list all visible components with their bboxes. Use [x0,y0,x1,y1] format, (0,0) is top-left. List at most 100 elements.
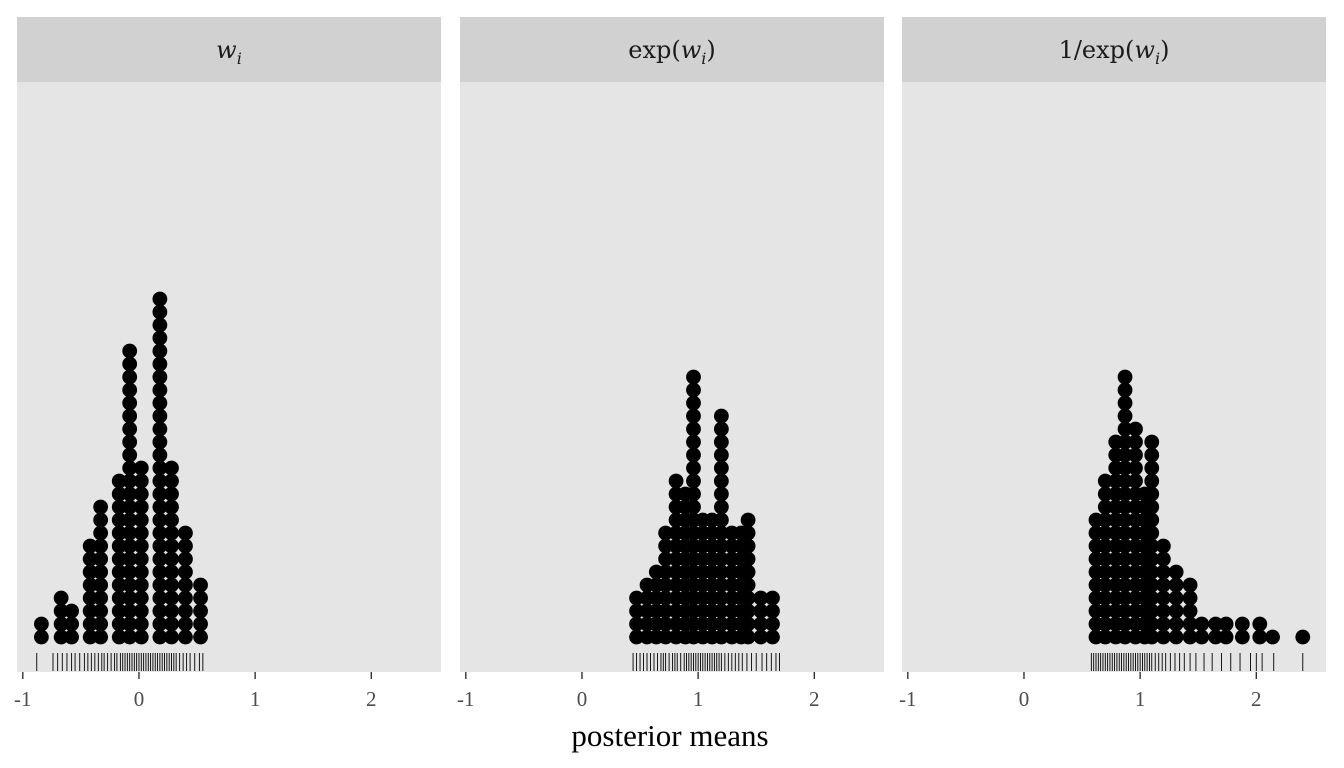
dot-bin-8-12 [133,486,149,502]
dot-bin-8-9 [133,525,149,541]
dot-bin-4-3 [82,603,98,619]
dot-bin-9-10 [152,512,168,528]
dot-bin-10-10 [164,512,179,528]
dot-bin-4-6 [82,564,98,580]
dot-bin-10-9 [164,525,179,541]
dot-bin-10-10 [713,512,729,528]
dot-bin-10-16 [713,434,729,450]
dot-bin-9-1 [1168,629,1184,645]
dot-bin-4-12 [1117,486,1133,502]
dot-bin-7-10 [122,512,138,528]
dot-bin-7-21 [686,369,701,385]
dot-bin-9-4 [1168,590,1184,606]
dot-bin-9-7 [152,551,168,567]
dot-bin-7-19 [122,395,138,411]
dot-bin-10-4 [713,590,729,606]
dot-bin-11-9 [178,525,193,541]
dot-bin-8-4 [1155,590,1171,606]
dot-bin-2-2 [1097,616,1113,632]
dot-bin-4-2 [658,616,674,632]
dot-bin-3-2 [64,616,79,632]
dot-bin-10-3 [164,603,179,619]
dot-bin-7-14 [122,460,138,476]
dot-bin-9-14 [152,460,168,476]
dot-bin-4-18 [1117,408,1133,424]
dot-bin-5-16 [1128,434,1143,450]
dot-bin-4-5 [1117,577,1133,593]
dot-bin-8-5 [133,577,149,593]
dot-bin-7-13 [1144,473,1160,489]
dot-bin-10-11 [164,499,179,515]
facet-title-suffix: ) [706,36,715,64]
facet-title-prefix: 1/exp( [1059,36,1135,64]
dot-bin-4-9 [1117,525,1133,541]
dot-bin-15-2 [765,616,780,632]
dot-bin-9-18 [152,408,168,424]
dot-bin-9-6 [152,564,168,580]
dot-bin-7-7 [122,551,138,567]
dot-bin-9-17 [152,421,168,437]
x-tick-label: -1 [457,687,475,711]
dot-bin-4-15 [1117,447,1133,463]
dot-bin-2-6 [1097,564,1113,580]
dot-bin-2-3 [1097,603,1113,619]
dot-bin-3-3 [64,603,79,619]
dot-bin-7-11 [686,499,701,515]
dot-bin-10-8 [713,538,729,554]
dot-bin-4-8 [658,538,674,554]
dot-bin-11-2 [178,616,193,632]
dot-bin-4-7 [1117,551,1133,567]
x-tick-label: 2 [1251,687,1262,711]
dot-bin-10-5 [1182,577,1198,593]
dot-bin-10-8 [164,538,179,554]
facet-title-subscript: i [701,49,706,68]
dot-bin-10-1 [1182,629,1198,645]
dot-bin-2-5 [1097,577,1113,593]
dot-bin-5-15 [1128,447,1143,463]
dot-bin-7-4 [122,590,138,606]
dot-bin-7-19 [686,395,701,411]
dot-bin-8-11 [133,499,149,515]
dot-bin-7-20 [686,382,701,398]
dot-bin-5-13 [668,473,684,489]
facet-title-subscript: i [1155,49,1160,68]
dot-bin-11-1 [178,629,193,645]
dot-bin-10-7 [713,551,729,567]
dot-bin-6-3 [111,603,127,619]
dot-bin-8-10 [133,512,149,528]
dot-bin-8-3 [1155,603,1171,619]
dot-bin-10-6 [164,564,179,580]
dot-bin-9-27 [152,291,168,307]
dot-bin-7-16 [1144,434,1160,450]
dot-bin-1-1 [33,629,49,645]
dot-bin-10-12 [164,486,179,502]
dot-bin-6-4 [111,590,127,606]
dot-bin-7-10 [1144,512,1160,528]
dot-bin-7-5 [122,577,138,593]
dot-bin-9-19 [152,395,168,411]
dot-bin-11-3 [178,603,193,619]
dot-bin-9-8 [152,538,168,554]
dot-bin-4-10 [1117,512,1133,528]
facet-strip [902,17,1326,82]
dot-bin-4-1 [82,629,98,645]
x-tick-label: 1 [1135,687,1146,711]
dot-bin-9-25 [152,317,168,333]
dot-bin-4-5 [82,577,98,593]
dot-bin-7-11 [1144,499,1160,515]
dot-bin-6-8 [111,538,127,554]
dot-bin-10-5 [164,577,179,593]
x-tick-label: 2 [366,687,377,711]
dot-bin-7-6 [1144,564,1160,580]
dot-bin-11-8 [178,538,193,554]
dot-bin-2-4 [53,590,69,606]
facet-title-subscript: i [237,49,242,68]
dot-bin-7-7 [1144,551,1160,567]
dot-bin-17-1 [1295,629,1311,645]
dot-bin-10-2 [713,616,729,632]
dot-bin-8-6 [1155,564,1171,580]
dot-bin-4-7 [658,551,674,567]
dot-bin-15-1 [1252,629,1268,645]
